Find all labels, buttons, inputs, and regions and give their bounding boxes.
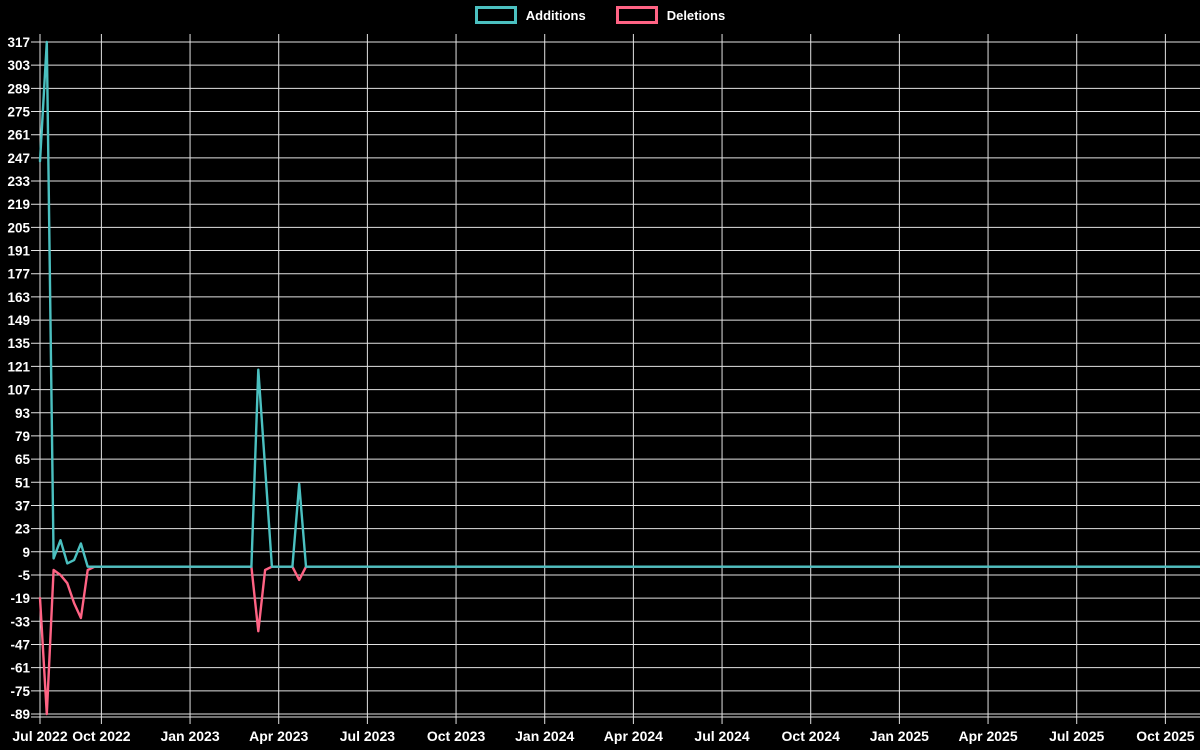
y-tick-label: 163 xyxy=(7,290,30,305)
y-tick-label: -61 xyxy=(10,661,30,676)
y-tick-label: 93 xyxy=(15,406,31,421)
y-tick-label: 233 xyxy=(7,174,30,189)
legend-label-deletions: Deletions xyxy=(666,7,726,23)
y-tick-label: 135 xyxy=(7,336,30,351)
y-tick-label: 303 xyxy=(7,58,30,73)
y-tick-label: 79 xyxy=(15,429,30,444)
y-tick-label: 51 xyxy=(15,475,31,490)
x-tick-label: Jan 2024 xyxy=(515,728,574,744)
y-tick-label: -33 xyxy=(10,614,30,629)
y-tick-label: -47 xyxy=(10,637,30,652)
legend-item-additions[interactable]: Additions xyxy=(474,6,586,24)
y-tick-label: 37 xyxy=(15,498,30,513)
legend-label-additions: Additions xyxy=(525,7,586,23)
legend-item-deletions[interactable]: Deletions xyxy=(615,6,726,24)
y-tick-label: 23 xyxy=(15,522,31,537)
x-tick-label: Oct 2023 xyxy=(427,728,486,744)
y-tick-label: 275 xyxy=(7,105,30,120)
y-tick-label: -5 xyxy=(18,568,30,583)
x-tick-label: Jan 2023 xyxy=(160,728,219,744)
y-tick-label: 261 xyxy=(7,128,30,143)
x-tick-label: Oct 2025 xyxy=(1136,728,1195,744)
y-tick-label: 205 xyxy=(7,220,30,235)
y-tick-label: -19 xyxy=(10,591,30,606)
y-tick-label: 149 xyxy=(7,313,30,328)
gridlines xyxy=(31,34,1200,724)
x-tick-label: Apr 2025 xyxy=(958,728,1017,744)
series-line-deletions xyxy=(38,565,1200,716)
y-tick-label: -89 xyxy=(10,707,30,722)
chart-legend: Additions Deletions xyxy=(0,6,1200,24)
series-line-additions xyxy=(38,40,1200,568)
x-tick-label: Apr 2024 xyxy=(604,728,663,744)
x-tick-label: Jan 2025 xyxy=(870,728,929,744)
y-tick-label: 191 xyxy=(7,244,30,259)
y-tick-label: 289 xyxy=(7,81,30,96)
y-tick-label: 121 xyxy=(7,359,30,374)
deletions-color-swatch xyxy=(615,6,658,24)
x-tick-label: Jul 2022 xyxy=(12,728,67,744)
y-tick-label: 247 xyxy=(7,151,30,166)
x-tick-label: Jul 2024 xyxy=(694,728,749,744)
x-tick-label: Oct 2022 xyxy=(72,728,131,744)
x-tick-label: Jul 2023 xyxy=(340,728,395,744)
y-tick-label: 65 xyxy=(15,452,31,467)
y-tick-label: 177 xyxy=(7,267,30,282)
y-tick-label: 107 xyxy=(7,383,30,398)
x-tick-label: Apr 2023 xyxy=(249,728,308,744)
y-tick-label: 219 xyxy=(7,197,30,212)
x-tick-label: Oct 2024 xyxy=(782,728,841,744)
y-tick-label: 9 xyxy=(22,545,30,560)
additions-color-swatch xyxy=(474,6,517,24)
y-tick-label: -75 xyxy=(10,684,30,699)
x-tick-label: Jul 2025 xyxy=(1049,728,1104,744)
y-axis-tick-labels: 317 303 289 275 261 247 233 219 205 191 177 163 149 1… xyxy=(7,35,30,722)
x-axis-tick-labels: Jul 2022 Oct 2022 Jan 2023 Apr 2023 Jul 2023… xyxy=(12,728,1194,744)
y-tick-label: 317 xyxy=(7,35,30,50)
